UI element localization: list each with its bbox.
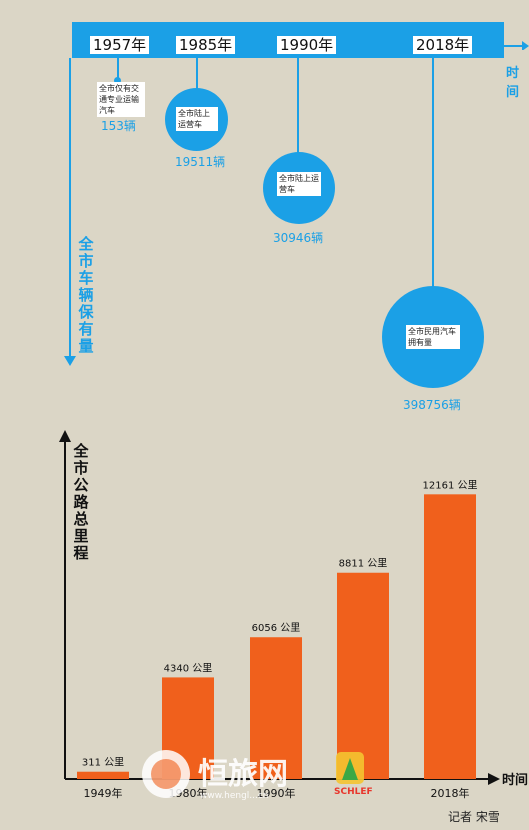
y-axis-arrow-icon	[59, 430, 71, 442]
bar-4	[424, 494, 476, 779]
count-2018: 398756辆	[403, 398, 461, 412]
bubble-1957	[114, 77, 121, 84]
connector-2018	[432, 58, 434, 288]
count-1990: 30946辆	[273, 231, 324, 245]
bar-value-label-2: 6056 公里	[252, 622, 301, 634]
connector-1985	[196, 58, 198, 90]
watermark-logo-icon	[342, 758, 358, 780]
x-tick-label-4: 2018年	[431, 786, 470, 800]
bar-value-label-4: 12161 公里	[423, 479, 478, 491]
vehicle-axis-title: 全市车辆保有量	[78, 235, 94, 355]
chart-title: 全市公路总里程	[73, 442, 89, 562]
bar-value-label-3: 8811 公里	[339, 558, 388, 570]
vehicle-axis-line	[69, 58, 71, 358]
bar-0	[77, 771, 129, 779]
note-1985: 全市陆上运营车	[176, 107, 218, 131]
x-tick-label-0: 1949年	[84, 786, 123, 800]
watermark: 恒旅网 www.hengl...cn SCHLEF	[142, 750, 373, 801]
note-1990: 全市陆上运营车	[277, 172, 321, 196]
timeline-time-axis-label: 时间	[506, 66, 520, 100]
bar-value-label-1: 4340 公里	[164, 662, 213, 674]
year-label-1990: 1990年	[277, 36, 337, 54]
time-arrow-icon	[504, 41, 529, 50]
year-label-1957: 1957年	[90, 36, 150, 54]
count-1985: 19511辆	[175, 155, 226, 169]
reporter-credit: 记者 宋雪	[448, 810, 500, 824]
watermark-url: www.hengl...cn	[200, 791, 269, 801]
watermark-logo-text: SCHLEF	[334, 787, 373, 797]
note-1957: 全市仅有交通专业运输汽车	[97, 82, 145, 117]
bar-value-label-0: 311 公里	[82, 757, 124, 769]
connector-1990	[297, 58, 299, 154]
year-label-1985: 1985年	[176, 36, 236, 54]
year-label-2018: 2018年	[413, 36, 473, 54]
watermark-brand: 恒旅网	[198, 757, 288, 792]
connector-1957	[117, 58, 119, 80]
note-2018: 全市民用汽车拥有量	[406, 325, 460, 349]
x-axis-arrow-icon	[488, 773, 500, 785]
x-axis-label: 时间	[502, 772, 528, 788]
count-1957: 153辆	[101, 119, 136, 133]
vehicle-axis-arrow-icon	[64, 356, 76, 366]
